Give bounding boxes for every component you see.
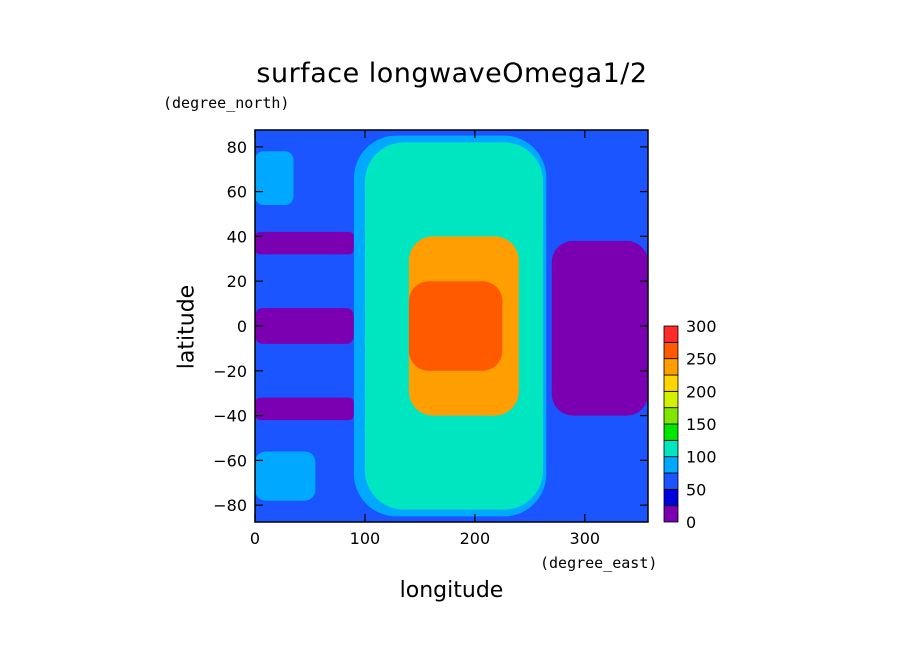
y-tick-label: −40 <box>213 407 247 426</box>
colorbar-swatch <box>663 374 679 392</box>
contour-region <box>255 308 354 344</box>
chart-title: surface longwaveOmega1/2 <box>256 58 648 89</box>
x-tick-label: 0 <box>250 529 260 548</box>
colorbar-tick-label: 250 <box>686 350 717 369</box>
y-tick-label: 80 <box>227 138 247 157</box>
y-tick-label: −20 <box>213 362 247 381</box>
contour-region <box>255 231 354 255</box>
colorbar-tick-label: 0 <box>686 513 696 532</box>
colorbar-tick-label: 300 <box>686 317 717 336</box>
contour-region <box>255 151 294 206</box>
colorbar-swatch <box>663 456 679 474</box>
contour-region <box>255 451 316 501</box>
colorbar-swatch <box>663 439 679 458</box>
colorbar-tick-label: 200 <box>686 382 717 401</box>
x-tick-label: 300 <box>570 529 601 548</box>
colorbar-tick-label: 100 <box>686 448 717 467</box>
y-axis-units: (degree_north) <box>163 94 290 112</box>
colorbar-swatch <box>663 505 679 523</box>
x-axis: 0 100 200 300 <box>250 130 600 548</box>
x-axis-units: (degree_east) <box>540 554 658 572</box>
y-tick-label: −60 <box>213 451 247 470</box>
y-axis: −80 −60 −40 −20 0 20 40 60 80 <box>213 138 648 515</box>
colorbar-swatch <box>663 390 679 409</box>
colorbar-tick-label: 150 <box>686 415 717 434</box>
colorbar-swatch <box>663 325 679 343</box>
y-tick-label: 0 <box>237 317 247 336</box>
colorbar-tick-label: 50 <box>686 480 706 499</box>
contour-region <box>408 281 503 371</box>
x-tick-label: 200 <box>460 529 491 548</box>
colorbar-swatch <box>663 423 679 441</box>
y-tick-label: 40 <box>227 227 247 246</box>
colorbar: 0 50 100 150 200 250 300 <box>663 317 717 532</box>
colorbar-swatch <box>663 341 679 360</box>
y-tick-label: 60 <box>227 183 247 202</box>
x-tick-label: 100 <box>350 529 381 548</box>
contour-plot-area <box>255 130 648 522</box>
x-axis-label: longitude <box>399 578 504 603</box>
colorbar-swatch <box>663 358 679 376</box>
y-tick-label: −80 <box>213 496 247 515</box>
colorbar-swatch <box>663 472 679 490</box>
y-tick-label: 20 <box>227 272 247 291</box>
y-axis-label: latitude <box>174 284 200 370</box>
colorbar-swatch <box>663 488 679 507</box>
contour-region <box>255 397 354 421</box>
colorbar-swatch <box>663 407 679 425</box>
contour-region <box>551 240 648 416</box>
